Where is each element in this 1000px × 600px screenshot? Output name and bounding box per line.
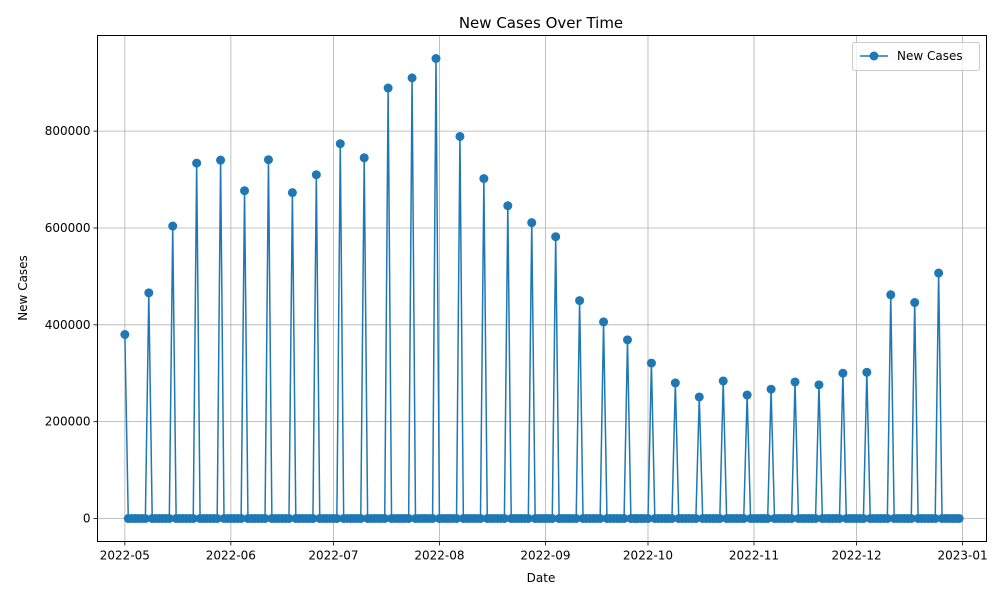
data-point [858,514,868,523]
data-point [811,514,821,523]
data-point [595,514,605,523]
data-point [882,514,892,523]
data-point [715,514,725,523]
data-point [742,390,752,400]
data-point [428,514,438,523]
chart-title: New Cases Over Time [459,14,623,32]
data-point [287,188,297,198]
data-point [934,268,944,278]
data-point [571,514,581,523]
data-point [308,514,318,523]
data-point [455,131,465,141]
data-point [790,377,800,387]
x-axis-ticks: 2022-05 2022-06 2022-07 2022-08 2022-09 2022-… [100,541,988,563]
data-point [954,514,964,523]
x-tick-label: 2022-10 [623,549,673,563]
series-new-cases [120,54,964,523]
data-point [547,514,557,523]
data-point [718,376,728,386]
data-point [599,317,609,327]
data-point [332,514,342,523]
y-tick-label: 800000 [45,124,91,138]
data-point [862,367,872,377]
data-point [551,232,561,242]
legend-box [852,42,980,71]
data-point [766,384,776,394]
x-tick-label: 2022-08 [414,549,464,563]
y-axis-ticks: 0 200000 400000 600000 800000 [45,124,98,526]
data-point [260,514,270,523]
data-point [263,155,273,165]
data-point [503,201,513,211]
data-point [168,221,178,231]
x-tick-label: 2022-05 [100,549,150,563]
legend-marker-swatch [869,51,879,61]
data-point [431,54,441,63]
data-point [240,186,250,196]
x-tick-label: 2023-01 [937,549,987,563]
data-point [140,514,150,523]
x-tick-label: 2022-11 [729,549,779,563]
legend: New Cases [852,42,980,71]
y-tick-label: 600000 [45,221,91,235]
data-point [284,514,294,523]
plot-frame [97,35,987,542]
data-point [739,514,749,523]
data-point [144,288,154,298]
data-point [192,158,202,168]
y-tick-label: 200000 [45,415,91,429]
y-tick-label: 0 [83,512,91,526]
data-point [838,368,848,378]
data-point [523,514,533,523]
data-point [619,514,629,523]
data-point [335,139,345,149]
data-point [886,290,896,300]
data-point [643,514,653,523]
data-point [479,174,489,184]
data-point [311,170,321,180]
data-point [622,335,632,345]
data-point [236,514,246,523]
legend-label: New Cases [897,49,963,63]
data-point [814,380,824,390]
data-point [212,514,222,523]
data-point [646,358,656,368]
y-axis-label: New Cases [16,255,30,321]
data-point [763,514,773,523]
data-point [787,514,797,523]
data-point [356,514,366,523]
data-point [910,298,920,308]
data-point [404,514,414,523]
data-point [694,392,704,402]
x-axis-label: Date [527,571,556,585]
x-tick-label: 2022-07 [308,549,358,563]
data-point [527,218,537,228]
data-point [383,83,393,93]
data-point [164,514,174,523]
data-point [120,330,130,339]
x-tick-label: 2022-06 [206,549,256,563]
data-point [575,296,585,306]
data-point [407,73,417,83]
data-point [691,514,701,523]
data-point [670,378,680,388]
data-point [906,514,916,523]
data-point [667,514,677,523]
x-tick-label: 2022-12 [831,549,881,563]
data-point [380,514,390,523]
y-tick-label: 400000 [45,318,91,332]
data-point [359,153,369,163]
x-tick-label: 2022-09 [520,549,570,563]
data-point [834,514,844,523]
data-point [930,514,940,523]
data-point [188,514,198,523]
data-point [452,514,462,523]
data-point [499,514,509,523]
data-point [216,155,226,165]
data-point [475,514,485,523]
